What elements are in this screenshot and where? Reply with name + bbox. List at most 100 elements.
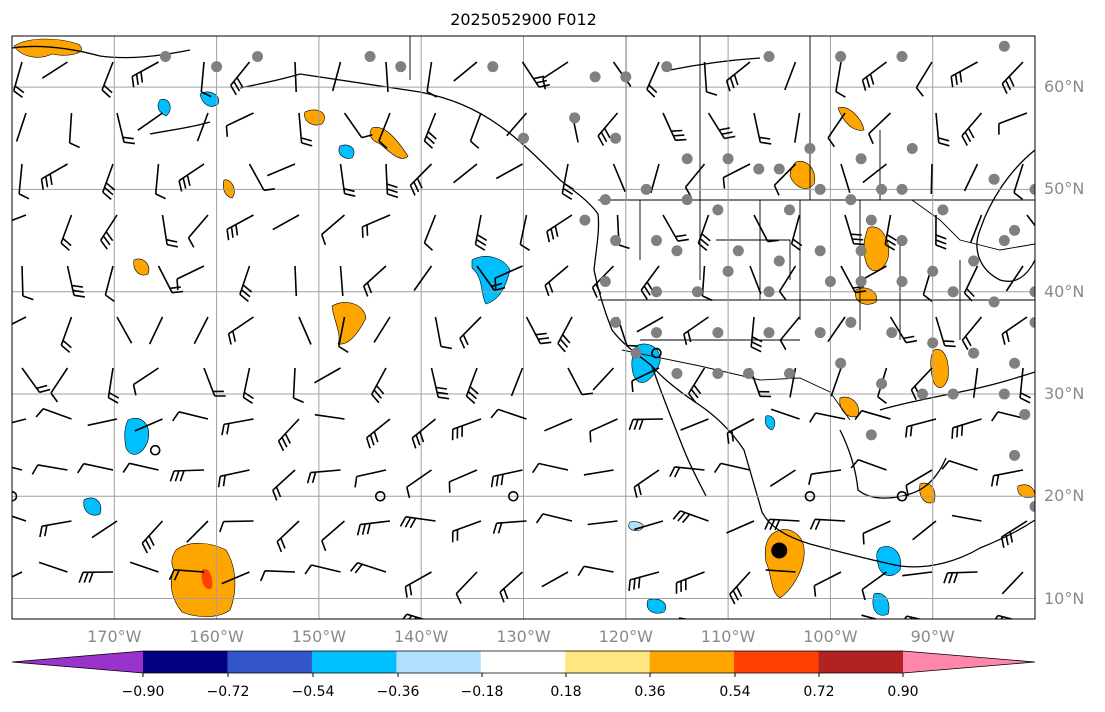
station-dot xyxy=(732,245,744,257)
station-dot xyxy=(722,153,734,165)
wind-barb xyxy=(361,214,391,238)
station-dot xyxy=(988,173,1000,185)
station-dot xyxy=(916,388,928,400)
wind-barb xyxy=(331,61,342,92)
wind-barb xyxy=(597,112,619,146)
wind-barb xyxy=(729,571,751,605)
wind-barb xyxy=(492,520,527,534)
wind-barb xyxy=(1001,316,1028,345)
wind-barb xyxy=(306,469,341,484)
station-markers xyxy=(12,40,1035,559)
station-dot xyxy=(763,286,775,298)
station-dot xyxy=(252,50,264,62)
station-dot xyxy=(855,153,867,165)
wind-barb xyxy=(912,520,937,541)
wind-barb xyxy=(490,469,523,488)
station-dot xyxy=(610,132,622,144)
wind-barb xyxy=(915,61,933,97)
station-dot xyxy=(640,183,652,195)
station-dot xyxy=(610,235,622,247)
wind-barb xyxy=(277,418,300,452)
wind-barb xyxy=(60,316,73,354)
wind-barb xyxy=(541,571,569,588)
wind-barb xyxy=(356,520,391,536)
wind-barb xyxy=(131,61,159,88)
wind-barb xyxy=(50,367,69,403)
wind-barb xyxy=(193,316,209,345)
station-dot xyxy=(824,275,836,287)
wind-barb xyxy=(628,571,660,591)
station-dot xyxy=(998,235,1010,247)
wind-barb xyxy=(535,513,573,524)
wind-barb xyxy=(87,418,118,427)
wind-barb xyxy=(321,520,346,552)
wind-barb xyxy=(354,469,387,488)
wind-barb xyxy=(276,520,300,553)
wind-barb xyxy=(41,61,68,79)
wind-barb xyxy=(370,367,387,404)
wind-barb xyxy=(951,514,982,522)
wind-barb xyxy=(137,112,163,131)
station-dot xyxy=(804,143,816,155)
wind-barb xyxy=(272,214,300,231)
colorbar-extend-low xyxy=(12,651,143,673)
station-dot xyxy=(906,143,918,155)
station-dot xyxy=(968,255,980,267)
station-dot xyxy=(814,245,826,257)
wind-barb xyxy=(385,61,389,92)
station-dot xyxy=(1009,449,1021,461)
station-dot xyxy=(1009,224,1021,236)
station-dot xyxy=(487,61,499,73)
wind-barb xyxy=(453,163,478,184)
wind-barb xyxy=(636,316,664,333)
wind-barb xyxy=(385,163,399,199)
wind-barb xyxy=(35,407,72,420)
wind-barb xyxy=(18,163,30,200)
wind-barb xyxy=(779,316,801,351)
wind-barb xyxy=(148,316,164,345)
wind-barb xyxy=(669,466,705,478)
wind-barb xyxy=(726,418,755,444)
latitude-label: 40°N xyxy=(1044,281,1085,301)
wind-barb xyxy=(203,367,226,397)
wind-barb xyxy=(494,265,523,290)
wind-barb xyxy=(750,316,763,353)
wind-barb xyxy=(423,112,437,149)
colorbar-bin xyxy=(143,651,228,673)
wind-barb xyxy=(784,61,797,91)
wind-barb xyxy=(239,265,253,303)
wind-barb xyxy=(226,214,254,241)
station-dot xyxy=(845,316,857,328)
station-dot xyxy=(773,163,785,175)
wind-barb xyxy=(68,112,80,149)
wind-barb xyxy=(362,265,387,297)
wind-barb xyxy=(451,418,482,441)
wind-barb xyxy=(773,163,797,196)
wind-barb xyxy=(662,112,687,142)
open-circle-marker xyxy=(12,490,18,502)
station-dot xyxy=(395,61,407,73)
wind-barb xyxy=(753,214,779,243)
wind-barb xyxy=(646,61,660,98)
wind-barb xyxy=(104,265,115,303)
station-dot xyxy=(927,265,939,277)
station-dot xyxy=(773,255,785,267)
wind-barb xyxy=(961,316,983,351)
wind-barb xyxy=(809,412,846,423)
wind-barb xyxy=(633,520,664,531)
wind-barb xyxy=(12,418,27,424)
wind-barb xyxy=(343,112,373,139)
wind-barb xyxy=(107,367,120,404)
station-dot xyxy=(671,368,683,380)
wind-barb xyxy=(808,469,842,485)
station-dot xyxy=(855,275,867,287)
station-dot xyxy=(927,337,939,349)
wind-barb xyxy=(935,112,950,147)
wind-barb xyxy=(998,112,1028,135)
wind-barb xyxy=(406,469,432,498)
station-dot xyxy=(661,61,673,73)
wind-barb xyxy=(672,510,709,524)
wind-barb xyxy=(294,61,297,93)
station-dot xyxy=(845,194,857,206)
